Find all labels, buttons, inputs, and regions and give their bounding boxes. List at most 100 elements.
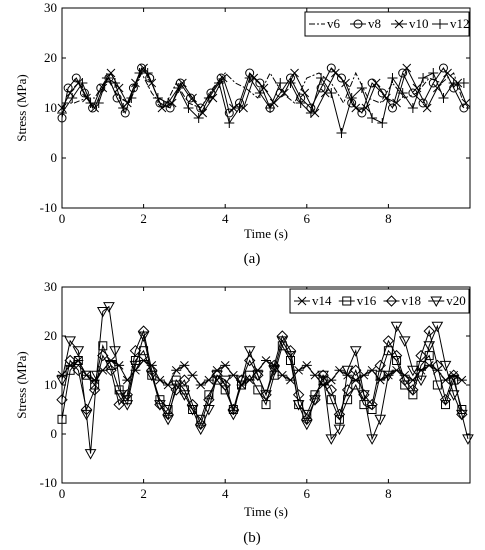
panel-b-point-v20	[431, 321, 444, 333]
panel-b-point-v20	[103, 302, 115, 313]
panel-a-point-v12	[173, 83, 184, 93]
panel-b-point-v18	[121, 389, 133, 401]
panel-b-point-v20	[358, 390, 370, 401]
panel-b-point-v20	[423, 341, 436, 352]
panel-b-point-v20	[455, 409, 468, 421]
panel-a-point-v12	[203, 93, 214, 103]
panel-a-point-v8	[377, 88, 387, 98]
panel-b-point-v14	[293, 365, 304, 375]
panel-b-point-v18	[113, 398, 125, 411]
panel-b-point-v20	[170, 380, 183, 392]
panel-b-point-v14	[171, 365, 182, 375]
panel-a-point-v8	[145, 73, 155, 83]
panel-a-point-v10	[351, 103, 361, 113]
panel-a-point-v8	[336, 73, 346, 83]
panel-a-point-v10	[157, 103, 167, 113]
panel-b-point-v16	[367, 405, 377, 414]
panel-a-point-v12	[118, 103, 129, 113]
panel-a-point-v12	[397, 88, 408, 98]
panel-a-point-v10	[443, 68, 452, 78]
panel-a-legend-marker-v10	[394, 19, 404, 29]
panel-a-ytick-label: 20	[44, 50, 57, 65]
panel-a-point-v10	[371, 78, 381, 88]
panel-a-point-v8	[255, 78, 265, 88]
panel-b-label: (b)	[243, 530, 261, 546]
panel-b-point-v20	[109, 346, 121, 357]
panel-a-point-v12	[110, 78, 121, 88]
panel-a-point-v12	[316, 73, 327, 83]
panel-a-point-v8	[408, 88, 418, 98]
panel-a-point-v12	[407, 103, 418, 113]
panel-a-point-v12	[305, 108, 316, 118]
panel-b-point-v16	[171, 375, 181, 385]
panel-b-point-v18	[129, 344, 142, 357]
panel-a-point-v10	[300, 88, 310, 98]
panel-a-point-v12	[387, 73, 398, 83]
panel-b-point-v20	[341, 365, 354, 377]
panel-b-point-v14	[154, 375, 165, 385]
panel-b-ytick-label: 10	[44, 377, 57, 392]
panel-a-point-v12	[57, 108, 67, 118]
panel-b-point-v20	[178, 390, 191, 401]
panel-b-point-v18	[390, 349, 403, 362]
panel-b-point-v20	[129, 360, 142, 372]
panel-a-point-v8	[357, 108, 367, 118]
panel-a-legend-marker-v8	[353, 19, 363, 29]
panel-b-point-v16	[351, 380, 361, 390]
panel-a-ytick-label: -10	[40, 200, 57, 215]
panel-a-point-v12	[163, 98, 174, 108]
panel-b-point-v20	[235, 375, 248, 387]
panel-a-point-v12	[346, 93, 357, 103]
panel-a-point-v12	[244, 73, 255, 83]
panel-b-series-v20	[56, 302, 474, 460]
panel-a-point-v12	[377, 118, 388, 128]
panel-a-point-v10	[320, 88, 330, 98]
panel-b-point-v20	[309, 395, 321, 406]
panel-a-point-v12	[254, 88, 265, 98]
panel-a-point-v8	[196, 103, 206, 113]
panel-b-legend-label-v18: v18	[402, 293, 422, 308]
panel-a-point-v10	[98, 83, 108, 93]
panel-b-point-v20	[333, 424, 346, 436]
panel-b-xlabel: Time (s)	[244, 504, 288, 519]
panel-a-xtick-label: 8	[385, 211, 392, 226]
panel-b-point-v18	[88, 384, 101, 396]
panel-a-legend-label-v8: v8	[368, 16, 381, 31]
panel-a-point-v10	[65, 88, 75, 98]
panel-b-point-v14	[163, 380, 174, 390]
panel-b-point-v18	[382, 335, 395, 347]
panel-b-point-v16	[245, 370, 255, 380]
panel-b-point-v18	[219, 379, 231, 391]
panel-a-point-v8	[186, 93, 196, 103]
panel-a-point-v8	[71, 73, 81, 83]
panel-b-point-v20	[276, 336, 289, 347]
panel-a-point-v12	[275, 78, 286, 88]
panel-a-line-v12	[61, 72, 464, 135]
panel-a-legend-label-v6: v6	[327, 16, 341, 31]
panel-b-point-v20	[374, 414, 387, 426]
panel-a-point-v12	[214, 78, 225, 88]
panel-b-point-v20	[439, 360, 452, 372]
panel-b-xtick-label: 0	[59, 486, 66, 501]
panel-b-point-v18	[292, 389, 305, 401]
panel-a-series-v12	[57, 68, 469, 138]
panel-a-point-v8	[224, 108, 234, 118]
panel-a-point-v10	[341, 78, 350, 88]
panel-b-legend-label-v20: v20	[446, 293, 466, 308]
panel-a-point-v10	[229, 103, 238, 113]
panel-b-point-v18	[203, 393, 215, 406]
panel-b-ytick-label: -10	[40, 475, 57, 490]
panel-b-legend-marker-v18	[385, 295, 398, 307]
panel-b-point-v20	[251, 370, 264, 382]
panel-b-point-v20	[268, 365, 281, 377]
panel-b-point-v14	[261, 356, 271, 365]
panel-a-point-v10	[139, 63, 148, 73]
panel-b-point-v18	[341, 384, 354, 396]
panel-a-point-v8	[63, 83, 73, 93]
panel-b-point-v20	[292, 400, 305, 411]
panel-a-point-v8	[398, 68, 408, 78]
panel-b-point-v20	[145, 370, 158, 382]
panel-b-point-v20	[284, 351, 297, 362]
panel-b-point-v20	[227, 409, 240, 421]
panel-a-point-v10	[412, 83, 422, 93]
